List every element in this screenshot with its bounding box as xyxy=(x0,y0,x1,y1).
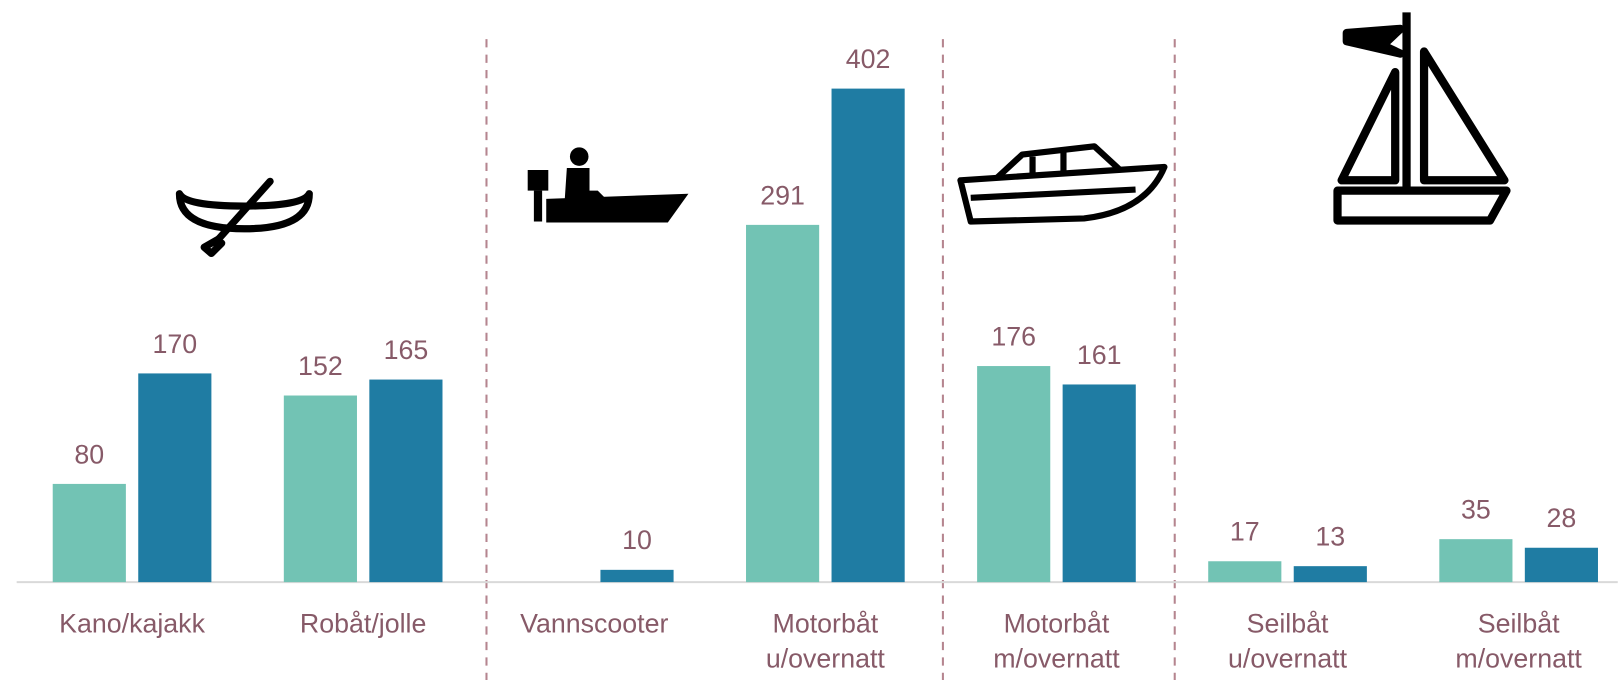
value-label: 165 xyxy=(384,335,429,365)
value-label: 17 xyxy=(1230,517,1260,547)
bar xyxy=(1439,539,1513,583)
motorboat-icon xyxy=(957,143,1168,225)
bar xyxy=(1293,566,1367,583)
value-label: 10 xyxy=(622,525,652,555)
bar xyxy=(977,366,1051,583)
x-tick-label: Vannscooter xyxy=(520,609,668,639)
value-label: 402 xyxy=(846,44,891,74)
x-tick-label: Motorbåt u/overnatt xyxy=(766,609,886,674)
bar xyxy=(1524,547,1598,583)
bar xyxy=(1208,561,1282,583)
value-label: 170 xyxy=(152,329,197,359)
value-label: 176 xyxy=(991,321,1036,351)
x-tick-label: Robåt/jolle xyxy=(300,609,426,639)
bar xyxy=(746,224,820,583)
x-tick-label: Kano/kajakk xyxy=(59,609,205,639)
sailboat-icon xyxy=(1333,12,1511,225)
value-label: 28 xyxy=(1547,503,1577,533)
value-label: 80 xyxy=(74,439,104,469)
bar xyxy=(1062,384,1136,583)
x-tick-label: Seilbåt m/overnatt xyxy=(1455,609,1582,674)
value-label: 35 xyxy=(1461,495,1491,525)
bar xyxy=(283,395,357,583)
dividers xyxy=(485,39,1176,680)
bar xyxy=(600,569,674,583)
value-label: 13 xyxy=(1315,522,1345,552)
value-label: 161 xyxy=(1077,340,1122,370)
value-label: 291 xyxy=(760,180,805,210)
bar xyxy=(831,88,905,583)
x-tick-label: Motorbåt m/overnatt xyxy=(993,609,1120,674)
bar xyxy=(52,483,126,583)
jetski-icon xyxy=(527,147,689,223)
value-label: 152 xyxy=(298,351,343,381)
canoe-icon xyxy=(175,177,313,258)
x-tick-label: Seilbåt u/overnatt xyxy=(1228,609,1348,674)
bar xyxy=(369,379,443,583)
bar xyxy=(138,373,212,583)
